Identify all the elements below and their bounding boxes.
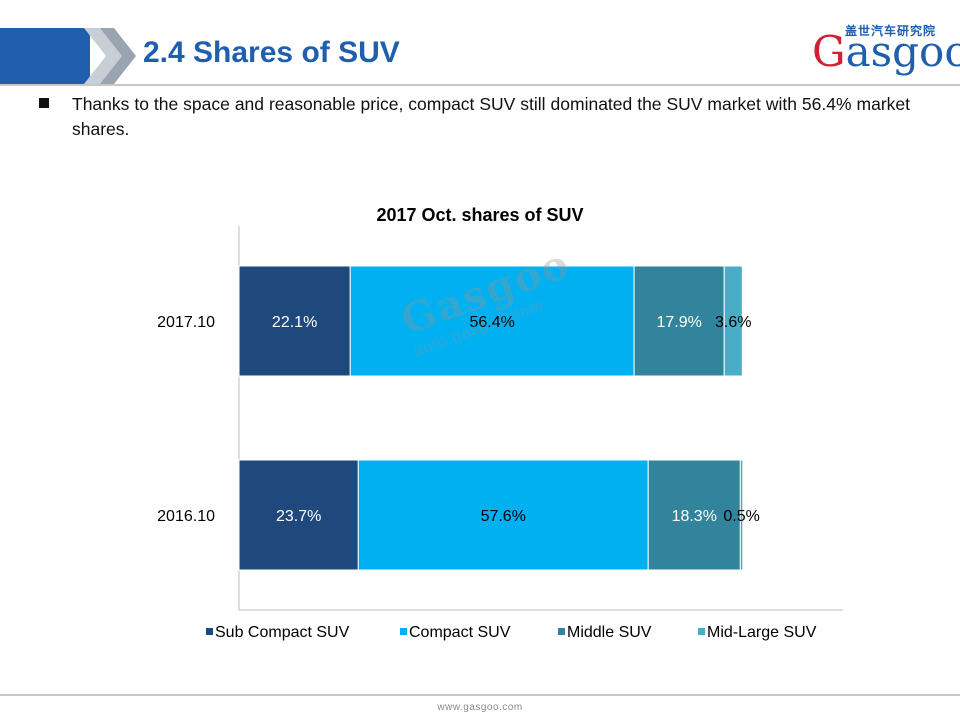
bullet-square-icon (39, 98, 49, 108)
legend-swatch (698, 628, 705, 635)
chevron-icon (84, 28, 136, 84)
bullet-text: Thanks to the space and reasonable price… (72, 94, 910, 139)
data-label: 18.3% (672, 508, 717, 525)
data-label: 56.4% (469, 314, 514, 331)
bar-segment (349, 265, 635, 377)
bar-segment (238, 265, 351, 377)
bar-segment (647, 459, 741, 571)
bar-segment (739, 459, 744, 571)
data-label: 3.6% (715, 314, 751, 331)
header-accent-bar (0, 28, 90, 85)
data-label: 23.7% (276, 508, 321, 525)
category-label: 2017.10 (157, 314, 215, 331)
header-divider (0, 84, 960, 86)
data-label: 0.5% (723, 508, 759, 525)
gasgoo-logo: Gasgoo (812, 27, 960, 76)
bar-segment (357, 459, 649, 571)
category-label: 2016.10 (157, 508, 215, 525)
footer-divider (0, 694, 960, 696)
data-label: 22.1% (272, 314, 317, 331)
bar-segment (723, 265, 743, 377)
data-label: 57.6% (481, 508, 526, 525)
bar-segment (238, 459, 359, 571)
legend-item: Compact SUV (409, 624, 511, 641)
page-title: 2.4 Shares of SUV (143, 36, 400, 69)
legend-swatch (558, 628, 565, 635)
legend-item: Sub Compact SUV (215, 624, 350, 641)
legend-swatch (206, 628, 213, 635)
chart-title: 2017 Oct. shares of SUV (376, 205, 583, 225)
legend-item: Mid-Large SUV (707, 624, 817, 641)
logo-chinese-text: 盖世汽车研究院 (845, 24, 937, 38)
footer-url: www.gasgoo.com (437, 702, 523, 713)
legend-swatch (400, 628, 407, 635)
bar-segment (633, 265, 725, 377)
data-label: 17.9% (656, 314, 701, 331)
legend-item: Middle SUV (567, 624, 652, 641)
